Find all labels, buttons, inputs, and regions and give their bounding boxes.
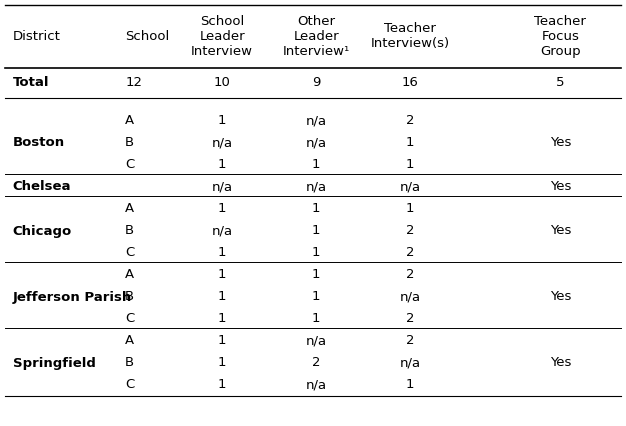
Text: 1: 1 (218, 357, 227, 369)
Text: 1: 1 (312, 158, 321, 172)
Text: n/a: n/a (212, 181, 233, 193)
Text: Teacher
Focus
Group: Teacher Focus Group (535, 15, 586, 58)
Text: 2: 2 (406, 313, 414, 325)
Text: 1: 1 (218, 202, 227, 216)
Text: n/a: n/a (305, 181, 327, 193)
Text: 5: 5 (556, 75, 565, 89)
Text: 2: 2 (406, 268, 414, 282)
Text: n/a: n/a (399, 357, 421, 369)
Text: School
Leader
Interview: School Leader Interview (191, 15, 254, 58)
Text: 1: 1 (312, 202, 321, 216)
Text: n/a: n/a (305, 115, 327, 127)
Text: n/a: n/a (399, 291, 421, 303)
Text: 1: 1 (312, 291, 321, 303)
Text: 1: 1 (218, 313, 227, 325)
Text: 1: 1 (406, 202, 414, 216)
Text: District: District (13, 30, 60, 43)
Text: B: B (125, 136, 135, 150)
Text: 1: 1 (312, 268, 321, 282)
Text: 1: 1 (218, 158, 227, 172)
Text: Yes: Yes (550, 136, 571, 150)
Text: Other
Leader
Interview¹: Other Leader Interview¹ (282, 15, 350, 58)
Text: n/a: n/a (305, 378, 327, 391)
Text: Yes: Yes (550, 225, 571, 238)
Text: C: C (125, 378, 135, 391)
Text: C: C (125, 247, 135, 259)
Text: Springfield: Springfield (13, 357, 95, 369)
Text: 9: 9 (312, 75, 321, 89)
Text: Teacher
Interview(s): Teacher Interview(s) (371, 23, 449, 51)
Text: 16: 16 (402, 75, 418, 89)
Text: 2: 2 (406, 247, 414, 259)
Text: n/a: n/a (305, 334, 327, 348)
Text: B: B (125, 357, 135, 369)
Text: 1: 1 (406, 378, 414, 391)
Text: Yes: Yes (550, 357, 571, 369)
Text: C: C (125, 158, 135, 172)
Text: 1: 1 (406, 158, 414, 172)
Text: 1: 1 (218, 291, 227, 303)
Text: B: B (125, 225, 135, 238)
Text: Boston: Boston (13, 136, 64, 150)
Text: 1: 1 (312, 225, 321, 238)
Text: 2: 2 (406, 225, 414, 238)
Text: 1: 1 (312, 313, 321, 325)
Text: A: A (125, 268, 135, 282)
Text: 2: 2 (406, 334, 414, 348)
Text: n/a: n/a (399, 181, 421, 193)
Text: 12: 12 (125, 75, 142, 89)
Text: School: School (125, 30, 170, 43)
Text: 1: 1 (218, 268, 227, 282)
Text: A: A (125, 334, 135, 348)
Text: A: A (125, 202, 135, 216)
Text: 1: 1 (218, 378, 227, 391)
Text: 2: 2 (312, 357, 321, 369)
Text: 1: 1 (218, 115, 227, 127)
Text: Yes: Yes (550, 291, 571, 303)
Text: Jefferson Parish: Jefferson Parish (13, 291, 131, 303)
Text: 2: 2 (406, 115, 414, 127)
Text: 10: 10 (214, 75, 230, 89)
Text: n/a: n/a (212, 136, 233, 150)
Text: C: C (125, 313, 135, 325)
Text: Chelsea: Chelsea (13, 181, 71, 193)
Text: B: B (125, 291, 135, 303)
Text: 1: 1 (218, 247, 227, 259)
Text: 1: 1 (312, 247, 321, 259)
Text: 1: 1 (218, 334, 227, 348)
Text: n/a: n/a (212, 225, 233, 238)
Text: Yes: Yes (550, 181, 571, 193)
Text: Chicago: Chicago (13, 225, 72, 238)
Text: n/a: n/a (305, 136, 327, 150)
Text: A: A (125, 115, 135, 127)
Text: Total: Total (13, 75, 49, 89)
Text: 1: 1 (406, 136, 414, 150)
